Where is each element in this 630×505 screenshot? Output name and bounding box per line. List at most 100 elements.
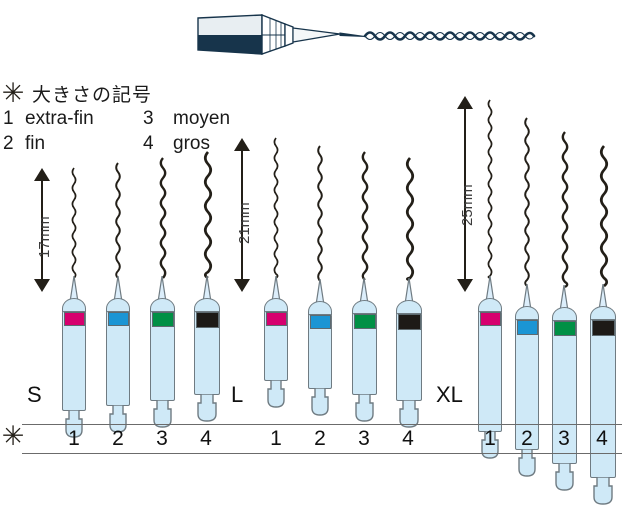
legend-entries: 1 extra-fin 3 moyen 2 fin 4 gros (0, 108, 260, 158)
asterisk-icon: ✳ (1, 77, 25, 109)
arrowhead-up-icon (34, 168, 50, 181)
color-band-l-2 (309, 315, 331, 329)
file-taper-l-2 (310, 279, 330, 305)
color-band-l-1 (265, 312, 287, 326)
dimension-line (464, 102, 466, 286)
group-caption-l: L (231, 382, 244, 407)
color-band-s-2 (107, 312, 129, 326)
file-wire-l-1 (269, 137, 283, 279)
asterisk-icon: ✳ (1, 421, 25, 452)
color-band-xl-2 (516, 320, 538, 335)
dimension-17mm: 17mm (32, 168, 53, 292)
arrowhead-down-icon (234, 279, 250, 292)
file-taper-xl-4 (592, 284, 614, 310)
color-band-xl-3 (553, 321, 576, 336)
handle-body-xl-1 (478, 311, 502, 432)
file-wire-l-2 (313, 145, 327, 282)
footer-rule-bottom (22, 453, 622, 454)
legend-row: 2 fin 4 gros (0, 133, 260, 158)
shank-grip-xl-3 (555, 463, 574, 491)
handle-neck-s-1 (62, 298, 86, 312)
dimension-label-21mm: 21mm (236, 202, 253, 244)
legend-label-3: moyen (173, 108, 231, 129)
file-taper-s-3 (152, 276, 172, 302)
handle-body-xl-2 (515, 319, 539, 450)
arrowhead-up-icon (457, 96, 473, 109)
handle-neck-xl-2 (515, 306, 539, 320)
legend-label-1: extra-fin (25, 108, 94, 129)
handle-neck-l-3 (352, 300, 377, 314)
color-band-xl-4 (591, 320, 615, 336)
file-taper-s-2 (108, 276, 128, 302)
footer-number-xl-1: 1 (484, 427, 496, 450)
legend-number-1: 1 (3, 108, 14, 129)
dimension-label-17mm: 17mm (36, 216, 53, 258)
handle-neck-l-1 (264, 298, 288, 312)
color-band-s-4 (195, 312, 219, 328)
shank-grip-l-2 (311, 388, 329, 416)
file-wire-s-2 (111, 162, 125, 279)
file-taper-xl-1 (480, 276, 500, 302)
shank-grip-s-3 (153, 400, 172, 428)
legend-label-2: fin (25, 133, 46, 154)
footer-number-l-2: 2 (314, 427, 326, 450)
footer-number-xl-4: 4 (596, 427, 608, 450)
file-wire-s-1 (67, 167, 81, 279)
file-taper-s-4 (196, 276, 218, 302)
shank-grip-l-1 (267, 380, 285, 408)
handle-body-xl-3 (552, 320, 577, 464)
handle-neck-l-2 (308, 301, 332, 315)
footer-number-s-4: 4 (200, 427, 212, 450)
legend-number-2: 2 (3, 133, 14, 154)
dimension-line (41, 174, 43, 286)
shank-grip-s-1 (65, 410, 83, 438)
color-band-l-4 (397, 314, 421, 330)
dimension-label-25mm: 25mm (459, 184, 476, 226)
file-taper-xl-3 (554, 285, 574, 311)
handle-neck-s-4 (194, 298, 220, 312)
file-wire-xl-3 (557, 131, 573, 288)
footer-number-s-1: 1 (68, 427, 80, 450)
file-taper-l-3 (354, 278, 374, 304)
handle-body-s-1 (62, 311, 86, 411)
arrowhead-down-icon (457, 279, 473, 292)
file-taper-l-1 (266, 276, 286, 302)
legend-title: 大きさの記号 (32, 84, 153, 106)
file-wire-xl-2 (520, 117, 534, 287)
file-taper-l-4 (398, 278, 420, 304)
illustration-canvas: ✳ 大きさの記号 1 extra-fin 3 moyen 2 fin 4 gro… (0, 13, 630, 505)
file-wire-xl-4 (595, 145, 613, 288)
footer-scale: ✳ 1 2 3 4 1 2 3 4 1 2 3 4 (0, 421, 630, 455)
legend: ✳ 大きさの記号 1 extra-fin 3 moyen 2 fin 4 gro… (0, 80, 260, 158)
shank-grip-s-4 (197, 394, 217, 422)
shank-grip-l-4 (399, 400, 419, 428)
shank-grip-xl-4 (593, 477, 613, 505)
legend-label-4: gros (173, 133, 210, 154)
file-taper-xl-2 (517, 284, 537, 310)
file-wire-s-4 (199, 151, 217, 280)
handle-body-xl-4 (590, 319, 616, 478)
file-wire-s-3 (155, 157, 171, 279)
file-wire-l-3 (357, 151, 373, 281)
legend-row: 1 extra-fin 3 moyen (0, 108, 260, 133)
file-taper-s-1 (64, 276, 84, 302)
footer-number-xl-2: 2 (521, 427, 533, 450)
color-band-l-3 (353, 314, 376, 329)
handle-neck-xl-1 (478, 298, 502, 312)
footer-number-l-3: 3 (358, 427, 370, 450)
handle-neck-s-3 (150, 298, 175, 312)
handle-neck-l-4 (396, 300, 422, 314)
handle-neck-xl-4 (590, 306, 616, 320)
footer-number-l-4: 4 (402, 427, 414, 450)
dimension-25mm: 25mm (455, 96, 476, 292)
footer-rule-top (22, 424, 622, 425)
file-wire-l-4 (401, 157, 419, 282)
handle-neck-s-2 (106, 298, 130, 312)
color-band-xl-1 (479, 312, 501, 326)
group-caption-xl: XL (436, 382, 463, 407)
handle-neck-xl-3 (552, 307, 577, 321)
legend-number-4: 4 (143, 133, 154, 154)
group-caption-s: S (27, 382, 42, 407)
color-band-s-1 (63, 312, 85, 326)
arrowhead-down-icon (34, 279, 50, 292)
